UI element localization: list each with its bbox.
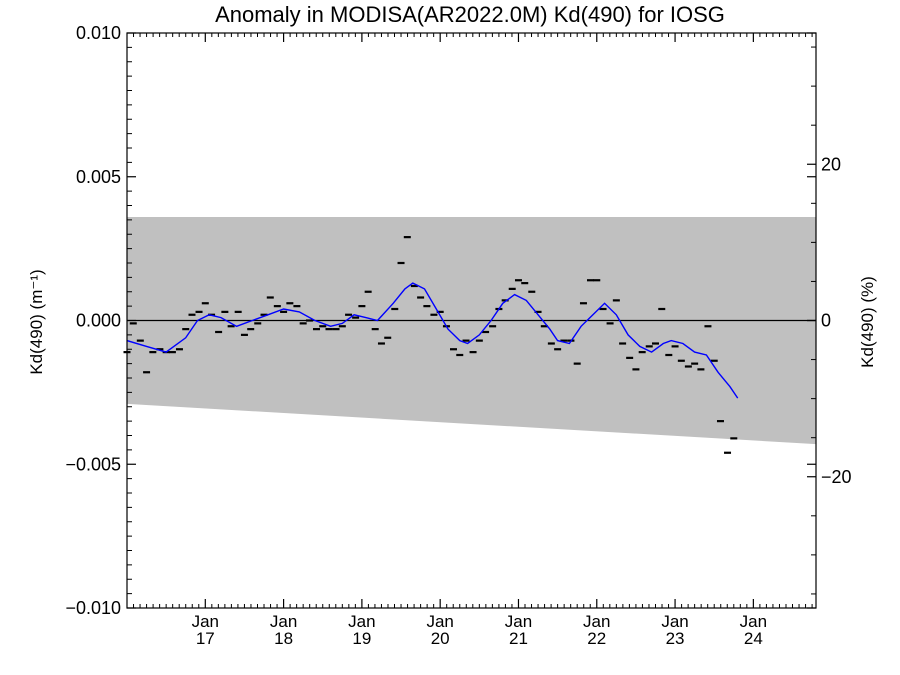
x-tick-month: Jan (583, 612, 610, 631)
y2-tick-label: 0 (821, 311, 831, 331)
y-tick-label: 0.005 (76, 167, 121, 187)
x-tick-month: Jan (661, 612, 688, 631)
x-tick-month: Jan (348, 612, 375, 631)
x-tick-month: Jan (740, 612, 767, 631)
x-tick-year: 22 (587, 629, 606, 648)
x-tick-year: 24 (744, 629, 763, 648)
x-tick-year: 20 (431, 629, 450, 648)
y2-tick-label: 20 (821, 154, 841, 174)
x-tick-year: 19 (352, 629, 371, 648)
y2-tick-label: −20 (821, 467, 852, 487)
x-tick-month: Jan (192, 612, 219, 631)
y2-axis-label: Kd(490) (%) (858, 276, 877, 368)
running-mean-line (126, 282, 739, 399)
chart-title: Anomaly in MODISA(AR2022.0M) Kd(490) for… (215, 2, 725, 27)
x-tick-month: Jan (426, 612, 453, 631)
x-tick-year: 17 (196, 629, 215, 648)
x-tick-month: Jan (505, 612, 532, 631)
plot-area: 0.0100.0050.000−0.005−0.010200−20Jan17Ja… (65, 23, 851, 648)
variability-band (127, 217, 816, 445)
x-tick-month: Jan (270, 612, 297, 631)
x-tick-year: 23 (666, 629, 685, 648)
y-tick-label: −0.010 (65, 598, 121, 618)
y-axis-label: Kd(490) (m⁻¹) (27, 269, 46, 374)
x-tick-year: 18 (274, 629, 293, 648)
y-tick-label: −0.005 (65, 454, 121, 474)
x-tick-year: 21 (509, 629, 528, 648)
y-tick-label: 0.010 (76, 23, 121, 43)
y-tick-label: 0.000 (76, 311, 121, 331)
